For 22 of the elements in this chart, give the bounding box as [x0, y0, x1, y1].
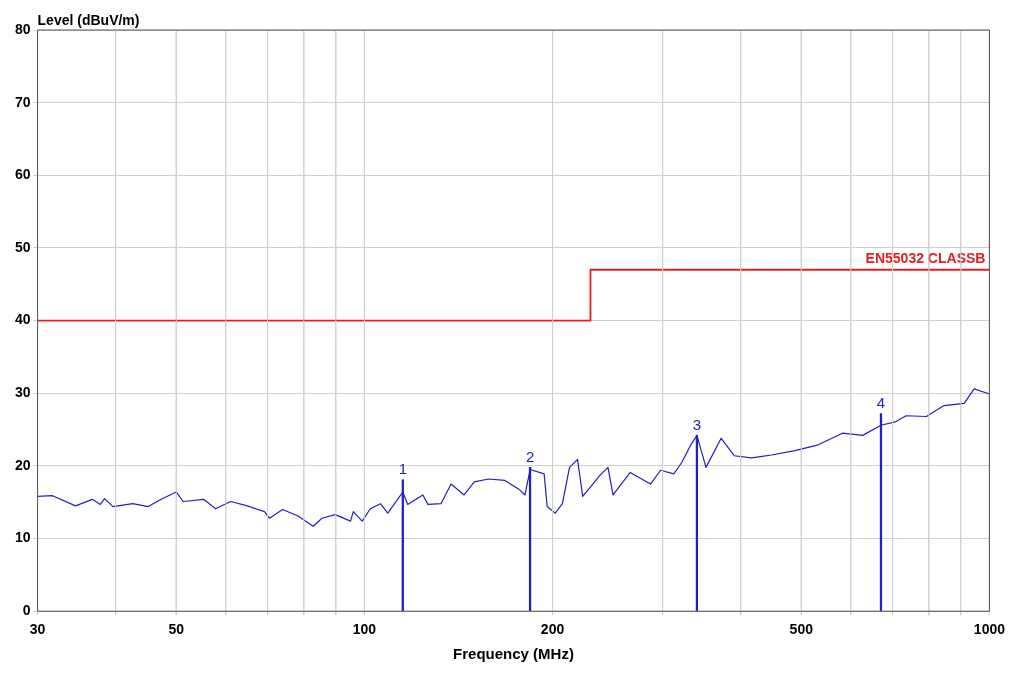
- x-tick-label: 50: [168, 621, 185, 638]
- annotation: 3: [692, 416, 702, 434]
- y-tick-label: 80: [14, 20, 31, 37]
- x-tick-label: 100: [352, 621, 377, 638]
- y-tick-label: 60: [14, 166, 31, 183]
- annotation: 2: [525, 447, 535, 465]
- y-tick-label: 0: [22, 602, 31, 619]
- x-tick-label: 30: [29, 621, 46, 638]
- y-tick-label: 50: [14, 238, 31, 255]
- annotation: 4: [876, 394, 886, 412]
- y-axis-title: Level (dBuV/m): [37, 11, 140, 28]
- y-tick-label: 70: [14, 93, 31, 110]
- x-tick-label: 200: [540, 621, 565, 638]
- y-tick-label: 20: [14, 456, 31, 473]
- series-label: EN55032 CLASSB: [865, 249, 986, 266]
- x-axis-title: Frequency (MHz): [453, 645, 574, 663]
- x-tick-label: 1000: [973, 621, 1006, 638]
- y-tick-label: 30: [14, 384, 31, 401]
- annotation: 1: [398, 460, 407, 478]
- y-tick-label: 40: [14, 311, 31, 328]
- y-tick-label: 10: [14, 529, 31, 546]
- x-tick-label: 500: [789, 621, 814, 638]
